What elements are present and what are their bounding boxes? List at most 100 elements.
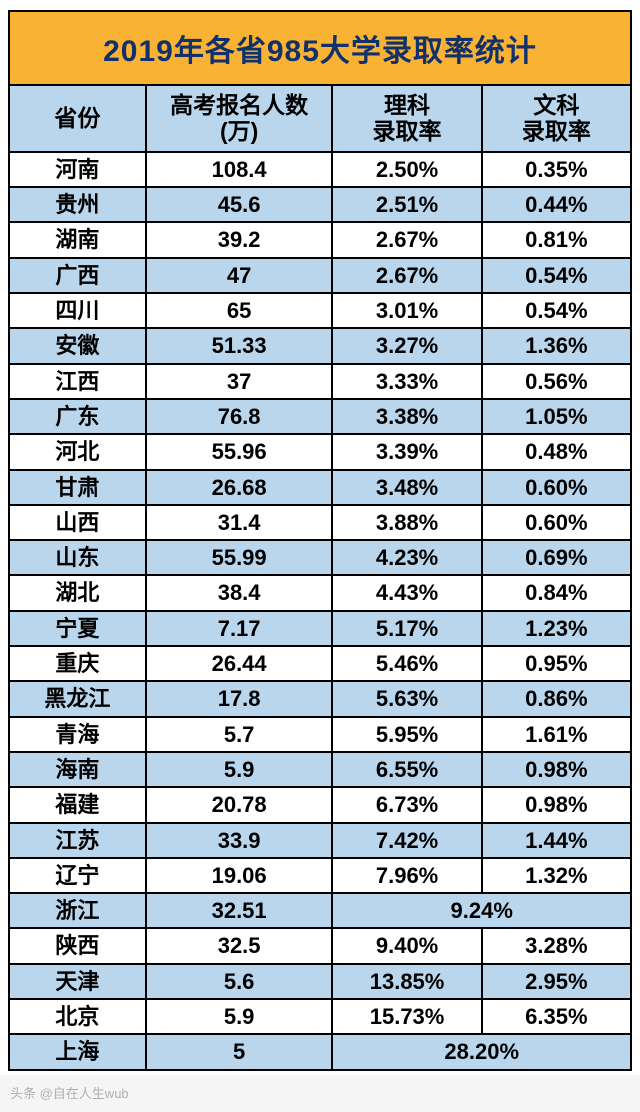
cell-science-rate: 2.67% (332, 222, 481, 257)
cell-science-rate: 7.42% (332, 823, 481, 858)
cell-applicants: 108.4 (146, 152, 333, 187)
cell-applicants: 33.9 (146, 823, 333, 858)
cell-applicants: 26.44 (146, 646, 333, 681)
col-arts-rate: 文科 录取率 (482, 85, 631, 152)
cell-province: 江西 (9, 364, 146, 399)
cell-science-rate: 3.48% (332, 470, 481, 505)
cell-province: 贵州 (9, 187, 146, 222)
table-row: 甘肃26.683.48%0.60% (9, 470, 631, 505)
cell-province: 山东 (9, 540, 146, 575)
cell-province: 陕西 (9, 928, 146, 963)
cell-applicants: 47 (146, 258, 333, 293)
cell-arts-rate: 0.84% (482, 575, 631, 610)
cell-applicants: 5.6 (146, 964, 333, 999)
cell-science-rate: 5.95% (332, 717, 481, 752)
cell-science-rate: 2.50% (332, 152, 481, 187)
cell-applicants: 55.99 (146, 540, 333, 575)
cell-arts-rate: 1.05% (482, 399, 631, 434)
cell-arts-rate: 0.35% (482, 152, 631, 187)
cell-arts-rate: 1.44% (482, 823, 631, 858)
cell-arts-rate: 0.48% (482, 434, 631, 469)
cell-arts-rate: 1.23% (482, 611, 631, 646)
cell-arts-rate: 0.56% (482, 364, 631, 399)
table-row: 四川653.01%0.54% (9, 293, 631, 328)
cell-arts-rate: 0.54% (482, 258, 631, 293)
table-row: 重庆26.445.46%0.95% (9, 646, 631, 681)
cell-merged-rate: 9.24% (332, 893, 631, 928)
cell-applicants: 32.5 (146, 928, 333, 963)
cell-arts-rate: 0.98% (482, 787, 631, 822)
cell-province: 山西 (9, 505, 146, 540)
cell-applicants: 7.17 (146, 611, 333, 646)
cell-arts-rate: 0.86% (482, 681, 631, 716)
cell-applicants: 37 (146, 364, 333, 399)
cell-province: 上海 (9, 1034, 146, 1069)
cell-science-rate: 3.27% (332, 328, 481, 363)
table-row: 福建20.786.73%0.98% (9, 787, 631, 822)
cell-province: 天津 (9, 964, 146, 999)
table-row: 宁夏7.175.17%1.23% (9, 611, 631, 646)
cell-applicants: 38.4 (146, 575, 333, 610)
statistics-table: 省份 高考报名人数 (万) 理科 录取率 文科 录取率 河南108.42.50%… (8, 84, 632, 1071)
table-row: 河南108.42.50%0.35% (9, 152, 631, 187)
table-row: 上海528.20% (9, 1034, 631, 1069)
cell-applicants: 55.96 (146, 434, 333, 469)
cell-science-rate: 5.17% (332, 611, 481, 646)
cell-arts-rate: 0.44% (482, 187, 631, 222)
cell-applicants: 5 (146, 1034, 333, 1069)
col-science-rate: 理科 录取率 (332, 85, 481, 152)
cell-province: 河南 (9, 152, 146, 187)
cell-science-rate: 6.73% (332, 787, 481, 822)
table-header: 省份 高考报名人数 (万) 理科 录取率 文科 录取率 (9, 85, 631, 152)
cell-applicants: 26.68 (146, 470, 333, 505)
cell-applicants: 31.4 (146, 505, 333, 540)
table-row: 安徽51.333.27%1.36% (9, 328, 631, 363)
cell-science-rate: 5.46% (332, 646, 481, 681)
table-row: 山东55.994.23%0.69% (9, 540, 631, 575)
cell-arts-rate: 2.95% (482, 964, 631, 999)
table-row: 江苏33.97.42%1.44% (9, 823, 631, 858)
cell-province: 江苏 (9, 823, 146, 858)
cell-science-rate: 3.39% (332, 434, 481, 469)
cell-science-rate: 3.88% (332, 505, 481, 540)
table-row: 辽宁19.067.96%1.32% (9, 858, 631, 893)
table-body: 河南108.42.50%0.35%贵州45.62.51%0.44%湖南39.22… (9, 152, 631, 1070)
cell-arts-rate: 0.69% (482, 540, 631, 575)
cell-arts-rate: 0.60% (482, 470, 631, 505)
cell-province: 河北 (9, 434, 146, 469)
cell-applicants: 5.7 (146, 717, 333, 752)
table-row: 陕西32.59.40%3.28% (9, 928, 631, 963)
cell-science-rate: 7.96% (332, 858, 481, 893)
table-row: 浙江32.519.24% (9, 893, 631, 928)
cell-science-rate: 15.73% (332, 999, 481, 1034)
cell-applicants: 19.06 (146, 858, 333, 893)
cell-arts-rate: 0.81% (482, 222, 631, 257)
table-row: 海南5.96.55%0.98% (9, 752, 631, 787)
cell-science-rate: 3.33% (332, 364, 481, 399)
cell-province: 广西 (9, 258, 146, 293)
cell-province: 重庆 (9, 646, 146, 681)
cell-science-rate: 6.55% (332, 752, 481, 787)
cell-province: 海南 (9, 752, 146, 787)
cell-science-rate: 3.01% (332, 293, 481, 328)
table-row: 青海5.75.95%1.61% (9, 717, 631, 752)
col-applicants: 高考报名人数 (万) (146, 85, 333, 152)
table-row: 湖北38.44.43%0.84% (9, 575, 631, 610)
table-row: 贵州45.62.51%0.44% (9, 187, 631, 222)
cell-applicants: 51.33 (146, 328, 333, 363)
cell-province: 四川 (9, 293, 146, 328)
cell-applicants: 39.2 (146, 222, 333, 257)
cell-applicants: 5.9 (146, 999, 333, 1034)
cell-province: 青海 (9, 717, 146, 752)
table-title: 2019年各省985大学录取率统计 (8, 10, 632, 84)
title-text: 2019年各省985大学录取率统计 (103, 35, 537, 68)
cell-province: 黑龙江 (9, 681, 146, 716)
cell-applicants: 45.6 (146, 187, 333, 222)
cell-applicants: 20.78 (146, 787, 333, 822)
cell-arts-rate: 0.95% (482, 646, 631, 681)
table-row: 湖南39.22.67%0.81% (9, 222, 631, 257)
cell-science-rate: 2.51% (332, 187, 481, 222)
watermark: 头条 @自在人生wub (0, 1075, 640, 1112)
cell-arts-rate: 3.28% (482, 928, 631, 963)
cell-applicants: 32.51 (146, 893, 333, 928)
